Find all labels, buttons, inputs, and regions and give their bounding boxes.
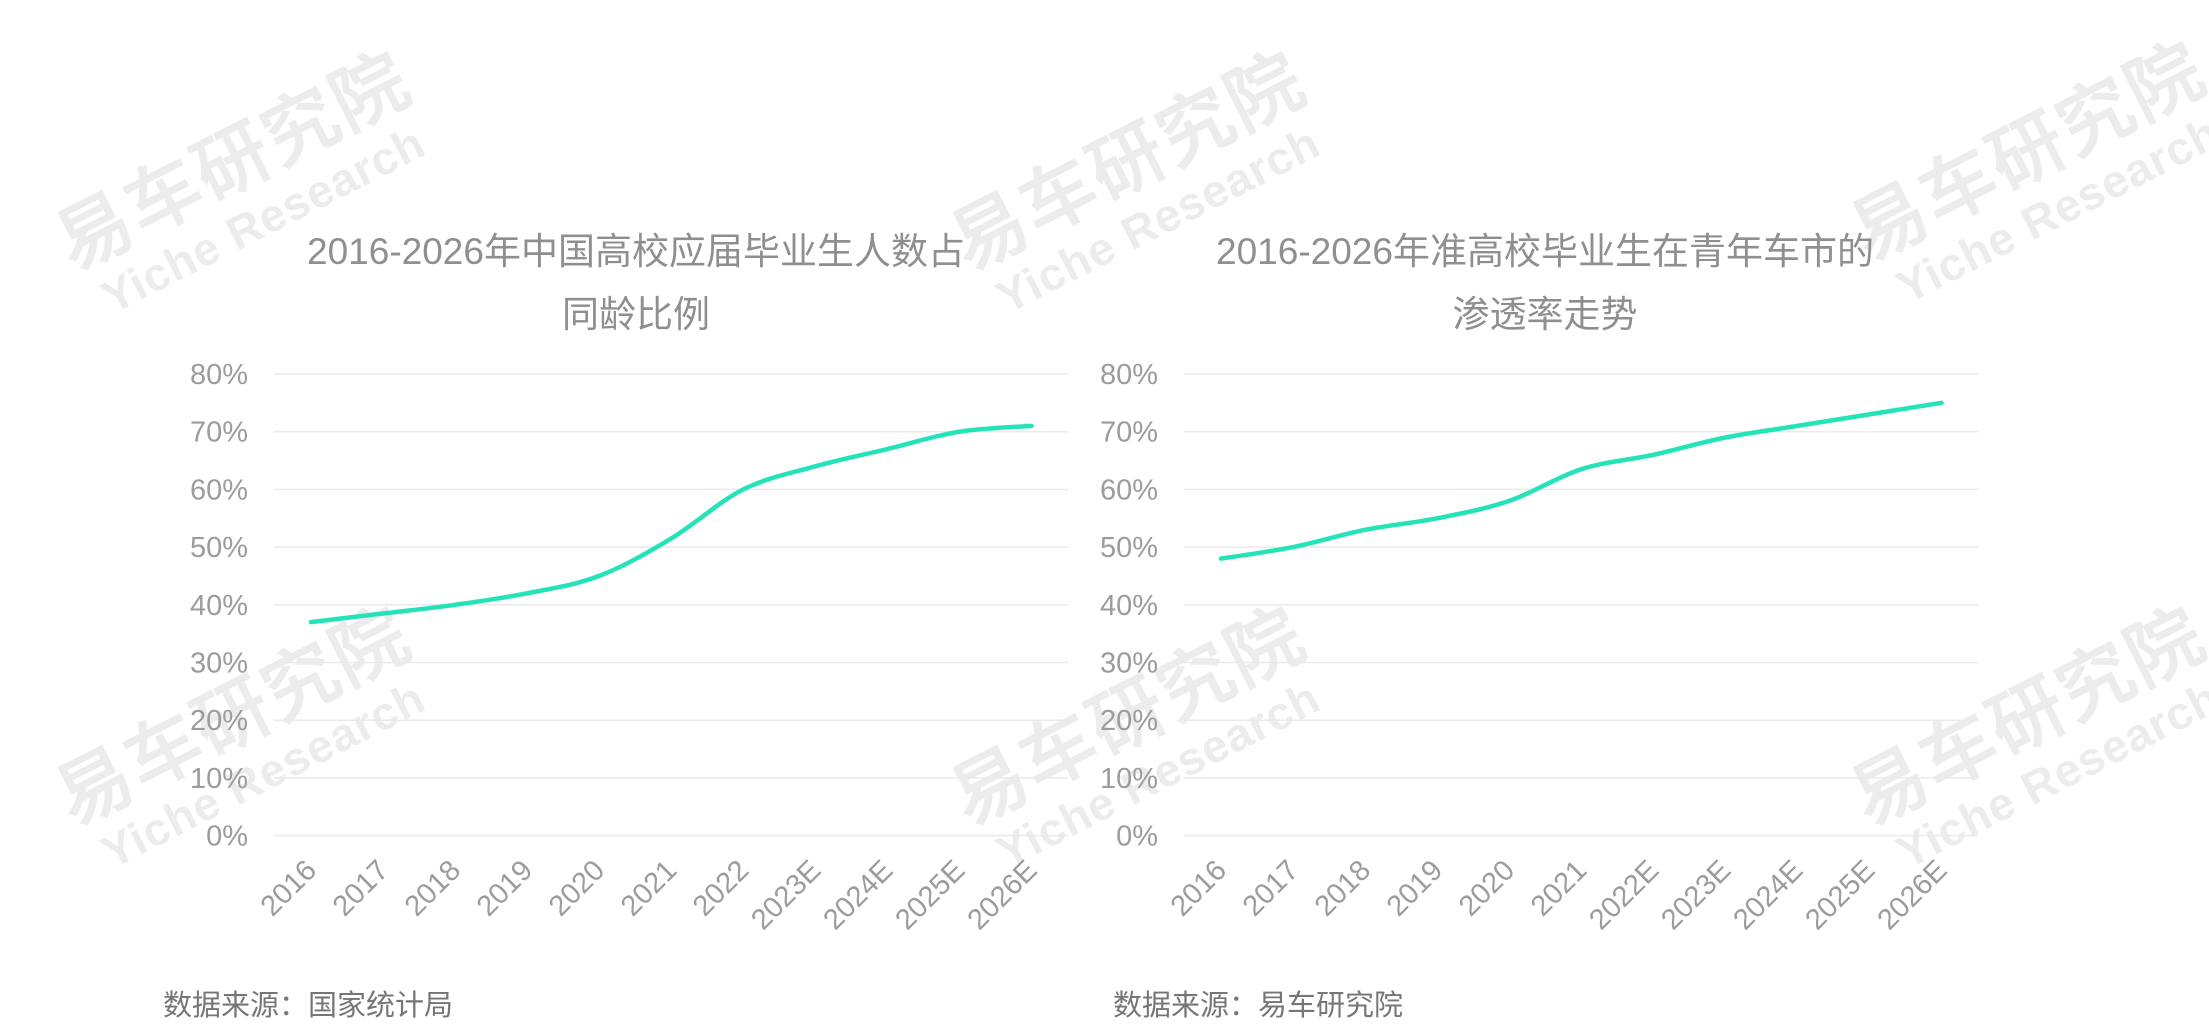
x-axis-label: 2020 — [1453, 854, 1521, 922]
y-axis-label: 10% — [1100, 763, 1158, 795]
y-axis-label: 0% — [1116, 821, 1158, 853]
x-axis-label: 2022 — [687, 854, 755, 922]
trend-line — [1218, 400, 1944, 561]
x-axis-label: 2018 — [1309, 854, 1377, 922]
right-chart-source: 数据来源：易车研究院 — [1113, 990, 1404, 1022]
y-axis-label: 70% — [190, 417, 248, 449]
x-axis-label: 2026E — [1872, 854, 1954, 936]
y-axis-label: 50% — [1100, 532, 1158, 564]
x-axis-label: 2025E — [1799, 854, 1881, 936]
x-axis-label: 2024E — [817, 854, 899, 936]
x-axis-label: 2019 — [471, 854, 539, 922]
y-axis-label: 50% — [190, 532, 248, 564]
y-axis-label: 20% — [1100, 705, 1158, 737]
y-axis-label: 0% — [206, 821, 248, 853]
y-axis-label: 60% — [1100, 474, 1158, 506]
x-axis-label: 2025E — [889, 854, 971, 936]
y-axis-label: 60% — [190, 474, 248, 506]
y-axis-label: 80% — [190, 360, 248, 391]
y-axis-label: 40% — [190, 590, 248, 622]
x-axis-label: 2017 — [1237, 854, 1305, 922]
right-chart-title-line2: 渗透率走势 — [1452, 294, 1638, 335]
y-axis-label: 20% — [190, 705, 248, 737]
right-chart-title-line1: 2016-2026年准高校毕业生在青年车市的 — [1216, 231, 1874, 272]
x-axis-label: 2020 — [543, 854, 611, 922]
x-axis-label: 2021 — [615, 854, 683, 922]
y-axis-label: 70% — [1100, 417, 1158, 449]
y-axis-label: 10% — [190, 763, 248, 795]
x-axis-label: 2023E — [1655, 854, 1737, 936]
x-axis-label: 2017 — [327, 854, 395, 922]
x-axis-label: 2016 — [255, 854, 323, 922]
y-axis-label: 40% — [1100, 590, 1158, 622]
y-axis-label: 80% — [1100, 360, 1158, 391]
x-axis-label: 2022E — [1583, 854, 1665, 936]
right-chart-title: 2016-2026年准高校毕业生在青年车市的 渗透率走势 — [1090, 220, 2000, 346]
x-axis-label: 2016 — [1165, 854, 1233, 922]
y-axis-label: 30% — [190, 648, 248, 680]
left-chart-title-line2: 同龄比例 — [562, 294, 710, 335]
x-axis-label: 2026E — [962, 854, 1044, 936]
left-chart-title-line1: 2016-2026年中国高校应届毕业生人数占 — [307, 231, 965, 272]
left-chart-source: 数据来源：国家统计局 — [163, 990, 454, 1022]
x-axis-label: 2021 — [1525, 854, 1593, 922]
y-axis-label: 30% — [1100, 648, 1158, 680]
x-axis-label: 2018 — [399, 854, 467, 922]
left-chart-title: 2016-2026年中国高校应届毕业生人数占 同龄比例 — [181, 220, 1091, 346]
x-axis-label: 2023E — [745, 854, 827, 936]
x-axis-label: 2019 — [1381, 854, 1449, 922]
trend-line — [308, 423, 1034, 625]
left-line-chart: 80%70%60%50%40%30%20%10%0%2016 2017 2018 20… — [190, 360, 1068, 936]
right-line-chart: 80%70%60%50%40%30%20%10%0%2016 2017 2018 20… — [1100, 360, 1978, 936]
x-axis-label: 2024E — [1727, 854, 1809, 936]
